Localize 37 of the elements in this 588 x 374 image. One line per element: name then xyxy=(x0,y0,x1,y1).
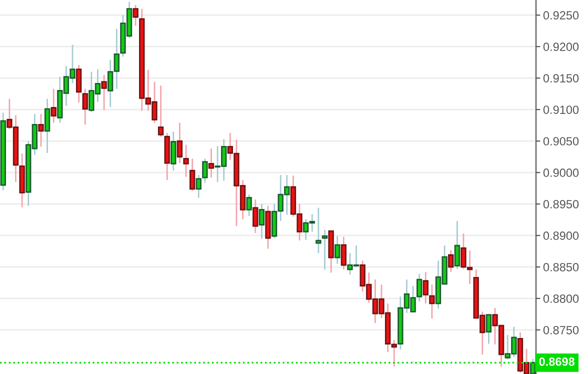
candlestick xyxy=(252,198,258,234)
y-tick-label: 0.9100 xyxy=(543,106,579,114)
candlestick xyxy=(258,203,265,240)
y-tick-label: 0.9250 xyxy=(543,11,579,20)
candlestick xyxy=(44,98,50,154)
y-tick-label: 0.9000 xyxy=(543,168,579,177)
candlestick xyxy=(38,113,44,148)
candlestick xyxy=(322,229,328,270)
candlestick xyxy=(170,130,176,172)
candlestick xyxy=(158,84,164,138)
candlestick xyxy=(101,74,107,111)
ref-line-label: 0.8698 xyxy=(539,357,575,366)
candlestick xyxy=(246,194,252,217)
y-tick-label: 0.9050 xyxy=(543,137,579,146)
y-tick-label: 0.8950 xyxy=(543,200,579,208)
candlestick xyxy=(202,158,208,184)
candlestick xyxy=(486,314,492,344)
y-tick-label: 0.8900 xyxy=(543,232,579,240)
candlestick xyxy=(50,88,56,124)
candlestick xyxy=(132,4,138,27)
candlestick xyxy=(82,88,88,126)
candlestick xyxy=(189,158,196,192)
candlestick xyxy=(340,236,347,270)
candlestick xyxy=(208,148,214,178)
candlestick xyxy=(196,174,202,198)
y-tick-label: 0.9150 xyxy=(543,74,579,82)
y-tick-label: 0.8850 xyxy=(543,262,579,272)
y-tick-label: 0.8800 xyxy=(543,294,579,303)
candlestick xyxy=(183,144,189,178)
candlestick xyxy=(454,220,460,270)
candlestick xyxy=(448,249,454,273)
candlestick xyxy=(334,235,340,265)
candlestick xyxy=(76,64,82,104)
y-tick-label: 0.9200 xyxy=(543,42,579,51)
candlestick xyxy=(316,207,322,254)
y-tick-label: 0.8750 xyxy=(543,326,579,334)
candlestick xyxy=(176,122,183,164)
